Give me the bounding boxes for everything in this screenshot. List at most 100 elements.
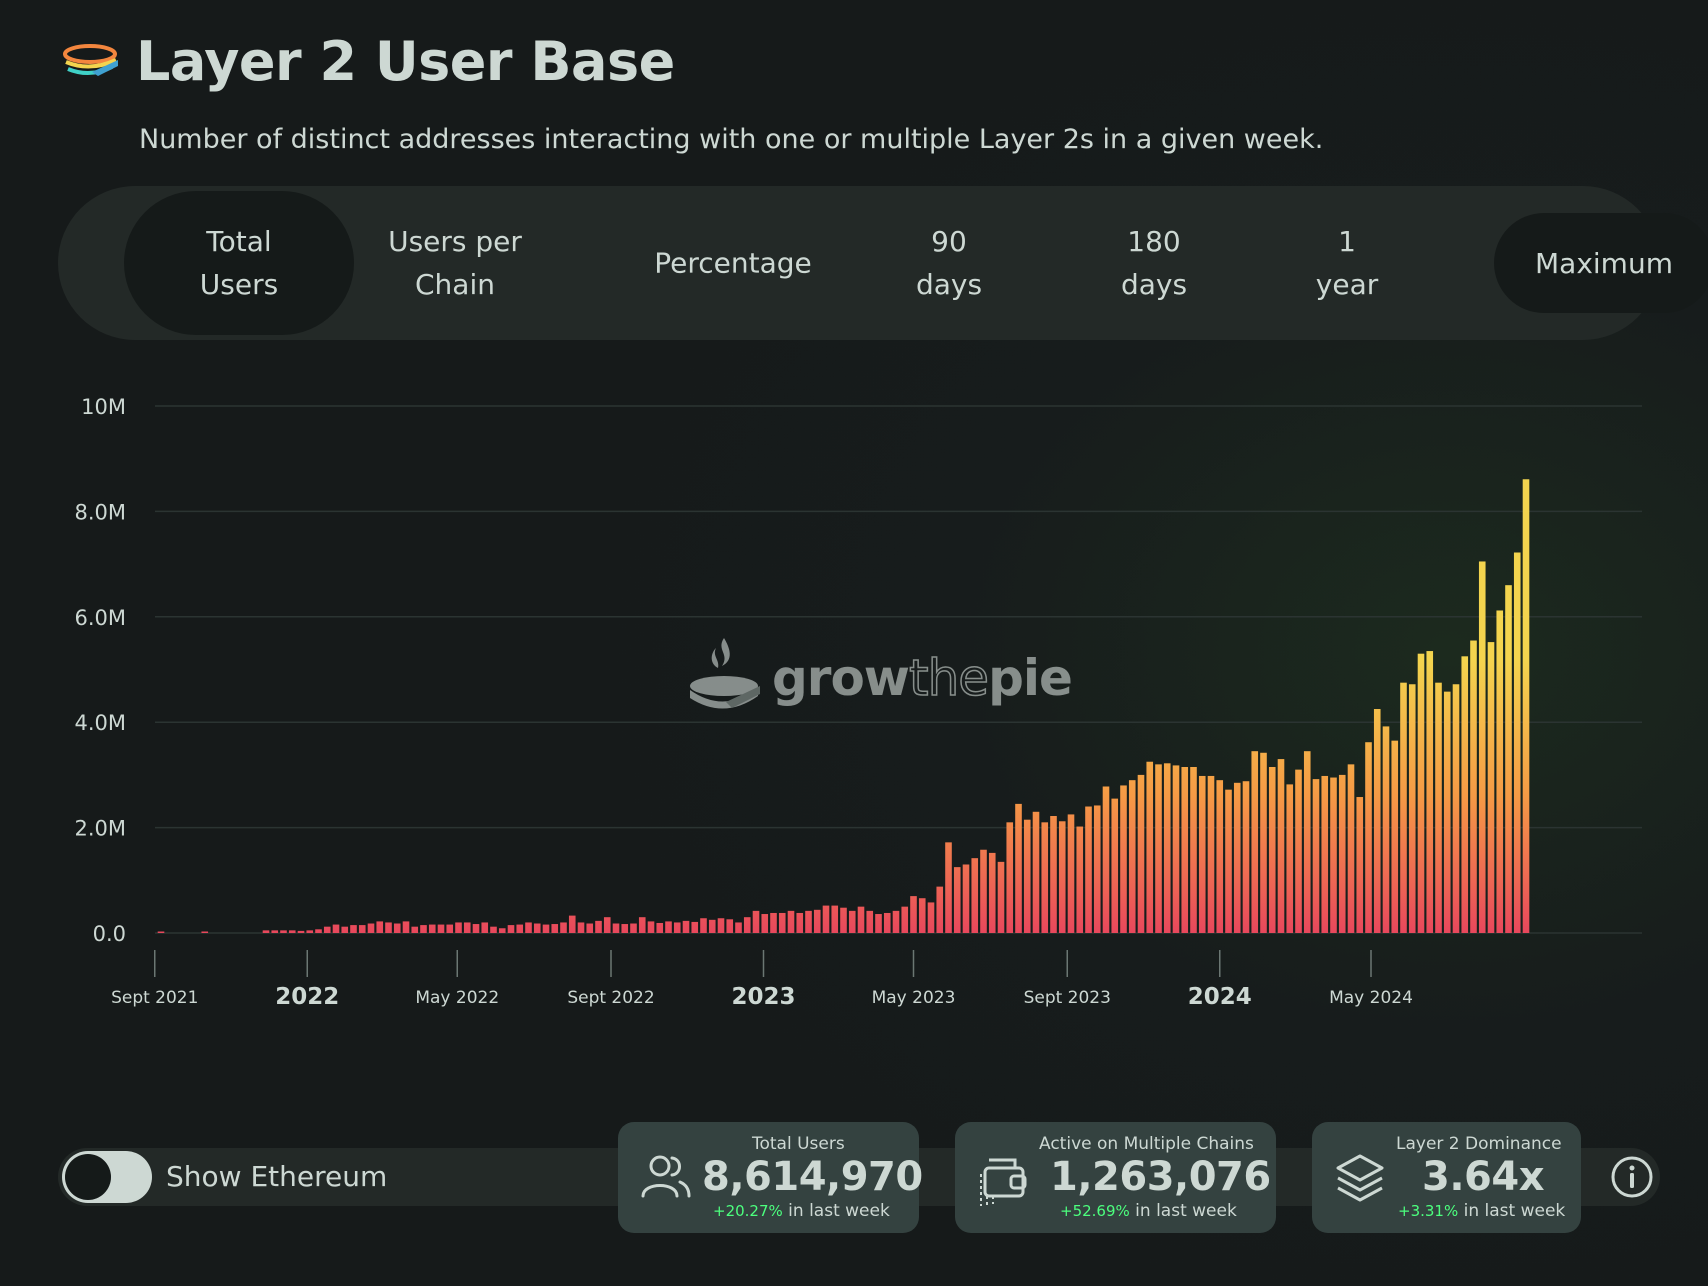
bar[interactable] bbox=[988, 852, 996, 933]
bar[interactable] bbox=[1233, 782, 1241, 933]
bar[interactable] bbox=[1435, 682, 1442, 933]
bar[interactable] bbox=[586, 923, 594, 933]
bar[interactable] bbox=[1225, 789, 1232, 933]
bar[interactable] bbox=[638, 917, 646, 933]
show-ethereum-toggle[interactable] bbox=[62, 1151, 152, 1203]
bar[interactable] bbox=[962, 864, 970, 933]
bar[interactable] bbox=[708, 919, 716, 933]
bar[interactable] bbox=[1181, 766, 1189, 933]
bar[interactable] bbox=[1312, 779, 1320, 933]
bar[interactable] bbox=[472, 924, 480, 933]
bar[interactable] bbox=[1382, 726, 1390, 933]
bar[interactable] bbox=[796, 912, 804, 933]
tab-1-year[interactable]: 1 year bbox=[1315, 225, 1379, 301]
bar[interactable] bbox=[1417, 653, 1425, 933]
bar[interactable] bbox=[1216, 780, 1224, 933]
bar[interactable] bbox=[1146, 761, 1154, 933]
bar[interactable] bbox=[507, 925, 515, 933]
bar[interactable] bbox=[1400, 682, 1407, 933]
bar[interactable] bbox=[656, 922, 664, 933]
bar[interactable] bbox=[612, 923, 620, 933]
bar[interactable] bbox=[1443, 691, 1451, 933]
bar[interactable] bbox=[1102, 786, 1110, 933]
bar[interactable] bbox=[717, 918, 725, 933]
bar[interactable] bbox=[402, 921, 410, 933]
bar[interactable] bbox=[1478, 561, 1486, 933]
bar[interactable] bbox=[1277, 759, 1285, 933]
bar[interactable] bbox=[1260, 752, 1267, 933]
tab-percentage[interactable]: Percentage bbox=[654, 246, 812, 280]
tab-180-days[interactable]: 180 days bbox=[1120, 225, 1188, 301]
bar[interactable] bbox=[315, 929, 322, 933]
bar[interactable] bbox=[1522, 479, 1530, 933]
bar[interactable] bbox=[1391, 740, 1399, 933]
bar[interactable] bbox=[525, 922, 532, 933]
bar[interactable] bbox=[910, 896, 917, 933]
bar[interactable] bbox=[1426, 651, 1434, 933]
bar[interactable] bbox=[1032, 811, 1040, 933]
bar[interactable] bbox=[271, 930, 279, 933]
bar[interactable] bbox=[682, 920, 690, 933]
bar[interactable] bbox=[735, 922, 742, 933]
bar[interactable] bbox=[1111, 798, 1119, 933]
bar[interactable] bbox=[1356, 797, 1364, 933]
bar[interactable] bbox=[1198, 775, 1206, 933]
bar[interactable] bbox=[280, 930, 287, 933]
bar[interactable] bbox=[595, 920, 602, 933]
bar[interactable] bbox=[805, 910, 812, 933]
tab-total-users[interactable]: Total Users bbox=[124, 191, 354, 335]
bar[interactable] bbox=[577, 922, 585, 933]
bar[interactable] bbox=[1093, 805, 1101, 933]
bar[interactable] bbox=[542, 924, 550, 933]
bar[interactable] bbox=[848, 910, 856, 933]
bar[interactable] bbox=[1452, 684, 1460, 933]
bar[interactable] bbox=[367, 923, 375, 933]
bar[interactable] bbox=[918, 898, 926, 933]
bar[interactable] bbox=[752, 910, 760, 933]
bar[interactable] bbox=[1373, 709, 1381, 933]
bar[interactable] bbox=[516, 924, 524, 933]
bar[interactable] bbox=[1172, 765, 1180, 933]
bar[interactable] bbox=[1085, 806, 1092, 933]
bar[interactable] bbox=[997, 861, 1005, 933]
bar[interactable] bbox=[1076, 826, 1084, 933]
bar[interactable] bbox=[857, 906, 865, 933]
bar[interactable] bbox=[1286, 784, 1294, 933]
bar[interactable] bbox=[1128, 780, 1136, 933]
bar[interactable] bbox=[1321, 775, 1329, 933]
tab-90-days[interactable]: 90 days bbox=[915, 225, 983, 301]
bar[interactable] bbox=[770, 912, 777, 933]
bar[interactable] bbox=[1251, 751, 1259, 933]
bar[interactable] bbox=[971, 858, 979, 933]
bar[interactable] bbox=[262, 930, 270, 933]
bar[interactable] bbox=[621, 924, 629, 933]
bar[interactable] bbox=[1163, 763, 1171, 933]
bar[interactable] bbox=[323, 926, 331, 933]
bar[interactable] bbox=[945, 842, 952, 933]
bar[interactable] bbox=[437, 924, 445, 933]
bar[interactable] bbox=[1461, 656, 1469, 933]
bar[interactable] bbox=[393, 923, 401, 933]
bar[interactable] bbox=[1303, 751, 1311, 933]
bar[interactable] bbox=[498, 928, 506, 933]
bar[interactable] bbox=[875, 914, 882, 933]
bar[interactable] bbox=[673, 922, 681, 933]
bar[interactable] bbox=[700, 918, 707, 933]
bar[interactable] bbox=[201, 931, 209, 934]
bar[interactable] bbox=[892, 910, 900, 933]
bar[interactable] bbox=[1120, 785, 1127, 933]
bar[interactable] bbox=[560, 922, 567, 933]
bar[interactable] bbox=[603, 917, 611, 933]
bar[interactable] bbox=[743, 917, 751, 933]
bar[interactable] bbox=[1408, 684, 1416, 933]
bar[interactable] bbox=[1513, 552, 1521, 933]
bar[interactable] bbox=[691, 921, 699, 933]
tab-maximum[interactable]: Maximum bbox=[1494, 213, 1708, 313]
bar[interactable] bbox=[411, 926, 419, 933]
bar[interactable] bbox=[428, 924, 436, 933]
bar[interactable] bbox=[481, 922, 489, 933]
bar[interactable] bbox=[927, 902, 935, 933]
bar[interactable] bbox=[1295, 769, 1302, 933]
bar[interactable] bbox=[297, 930, 305, 933]
bar[interactable] bbox=[1347, 764, 1355, 933]
